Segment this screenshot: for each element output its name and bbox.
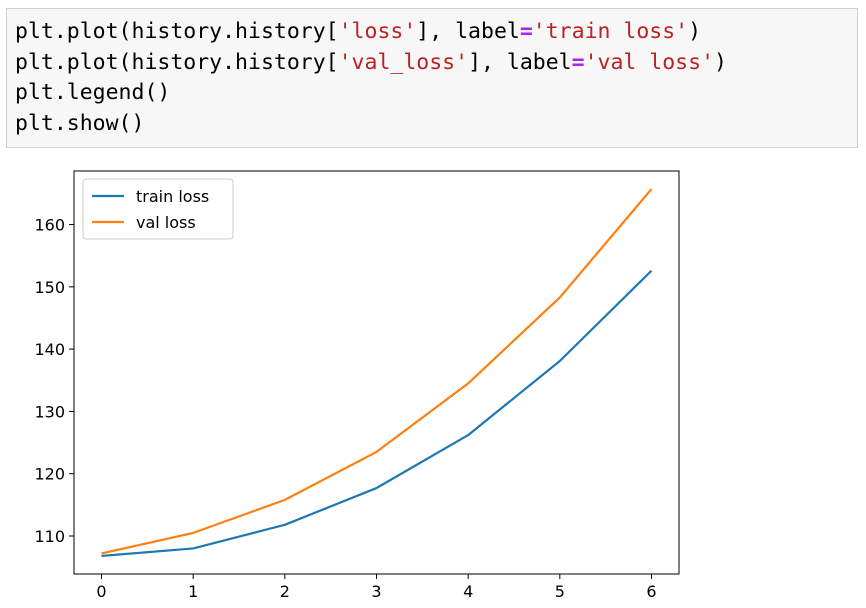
y-tick-label: 130 [34, 402, 65, 421]
legend: train loss val loss [82, 178, 234, 240]
series-line-val-loss [101, 188, 653, 555]
code-cell[interactable]: plt.plot(history.history['loss'], label=… [6, 8, 858, 148]
code-token: plt.show() [15, 110, 145, 136]
cell-output: 110 120 130 140 150 160 0 1 2 3 4 5 6 train loss val… [0, 150, 866, 604]
code-string-token: 'val loss' [584, 49, 715, 75]
code-token: plt.plot(history.history[ [15, 19, 339, 44]
code-line: plt.show() [15, 109, 857, 140]
code-token: ], label [468, 49, 572, 75]
x-tick-label: 4 [463, 582, 473, 601]
code-editor[interactable]: plt.plot(history.history['loss'], label=… [15, 17, 857, 139]
series-line-train-loss [101, 269, 653, 558]
y-tick-label: 160 [34, 216, 65, 235]
code-line: plt.legend() [15, 78, 857, 109]
x-tick-label: 1 [188, 582, 198, 601]
x-axis: 0 1 2 3 4 5 6 [96, 574, 657, 601]
y-tick-label: 140 [34, 340, 65, 359]
code-string-token: 'train loss' [532, 19, 689, 44]
y-axis: 110 120 130 140 150 160 [34, 216, 74, 546]
code-operator-token: = [571, 49, 585, 75]
code-token: plt.legend() [15, 80, 171, 105]
y-tick-label: 120 [34, 465, 65, 484]
line-chart: 110 120 130 140 150 160 0 1 2 3 4 5 6 train loss val… [34, 170, 680, 601]
x-tick-label: 6 [646, 582, 656, 601]
code-string-token: 'val_loss' [338, 49, 469, 75]
code-line: plt.plot(history.history['loss'], label=… [15, 17, 857, 48]
code-token: ) [714, 49, 727, 75]
x-tick-label: 2 [280, 582, 290, 601]
x-tick-label: 5 [555, 582, 565, 601]
legend-label: train loss [136, 187, 209, 206]
legend-box [82, 178, 234, 240]
x-tick-label: 0 [96, 582, 106, 601]
code-token: ], label [416, 19, 520, 44]
x-tick-label: 3 [371, 582, 381, 601]
code-operator-token: = [519, 19, 533, 44]
y-tick-label: 150 [34, 278, 65, 297]
series-group [101, 188, 653, 558]
code-token: plt.plot(history.history[ [15, 49, 339, 75]
code-string-token: 'loss' [338, 19, 417, 44]
code-token: ) [688, 19, 702, 44]
y-tick-label: 110 [34, 527, 65, 546]
legend-label: val loss [136, 213, 196, 232]
code-line: plt.plot(history.history['val_loss'], la… [15, 48, 857, 79]
